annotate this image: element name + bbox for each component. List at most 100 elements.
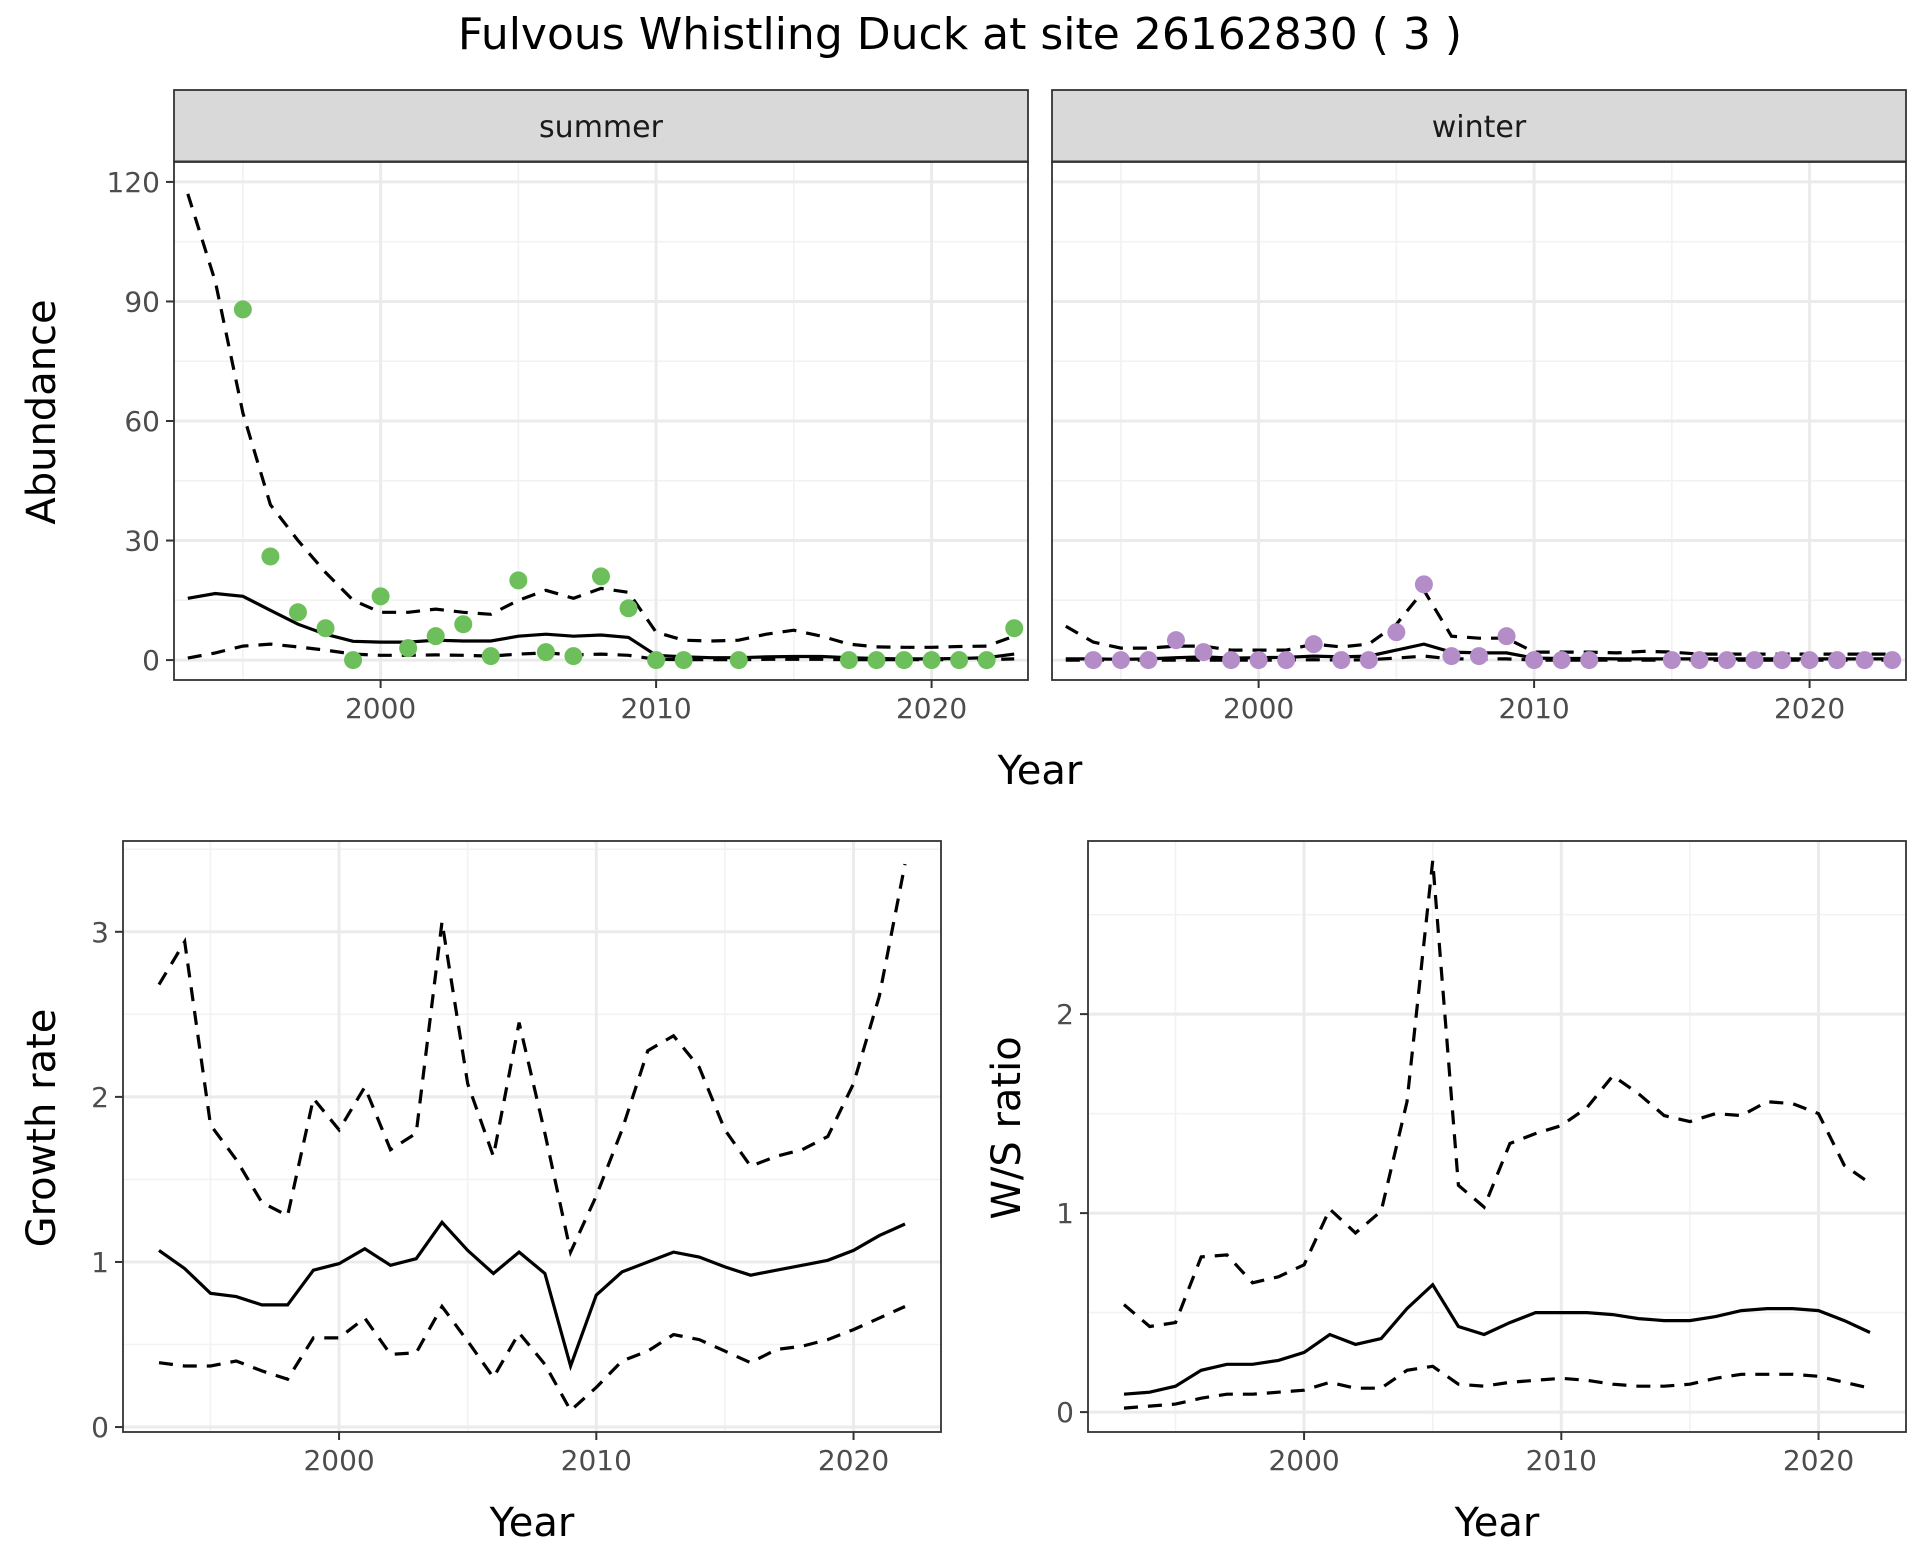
- summer-y-tick-label: 0: [142, 644, 160, 677]
- growth-y-tick-label: 0: [91, 1411, 109, 1444]
- summer-strip: [173, 89, 1029, 163]
- summer-observed-point: [454, 615, 473, 634]
- summer-plot-area: 2000 2010 2020 0 30 60 90 120: [107, 161, 1029, 725]
- ws-mean-line: [1123, 1282, 1871, 1396]
- chart-title: Fulvous Whistling Duck at site 26162830 …: [458, 9, 1462, 60]
- winter-observed-point: [1249, 651, 1268, 670]
- ws-ratio-y-axis-title: W/S ratio: [984, 1036, 1030, 1219]
- abundance-y-axis-title: Abundance: [19, 299, 65, 524]
- winter-observed-point: [1111, 651, 1130, 670]
- winter-observed-point: [1387, 623, 1406, 642]
- growth-y-tick-label: 3: [91, 916, 109, 949]
- summer-observed-point: [867, 651, 886, 670]
- winter-observed-point: [1497, 627, 1516, 646]
- winter-observed-point: [1800, 651, 1819, 670]
- winter-observed-point: [1773, 651, 1792, 670]
- abundance-winter-panel: winter 2000 2010 2020: [1051, 89, 1907, 725]
- summer-observed-point: [674, 651, 693, 670]
- winter-observed-point: [1166, 631, 1185, 650]
- ws-y-tick-label: 2: [1056, 998, 1074, 1031]
- growth-x-tick-label: 2020: [818, 1444, 889, 1477]
- winter-strip-label: winter: [1432, 110, 1527, 145]
- winter-observed-point: [1222, 651, 1241, 670]
- ws-ratio-panel: 2000 2010 2020 0 1 2: [1056, 840, 1907, 1477]
- ws-y-tick-label: 0: [1056, 1396, 1074, 1429]
- abundance-x-axis-title: Year: [997, 748, 1083, 794]
- summer-observed-point: [564, 647, 583, 666]
- growth-rate-x-axis-title: Year: [489, 1500, 575, 1546]
- summer-observed-point: [481, 647, 500, 666]
- summer-y-tick-label: 30: [124, 525, 160, 558]
- winter-observed-point: [1470, 647, 1488, 666]
- winter-observed-point: [1332, 651, 1351, 670]
- summer-observed-point: [977, 651, 996, 670]
- winter-observed-point: [1828, 651, 1847, 670]
- summer-observed-point: [536, 643, 555, 662]
- summer-strip-label: summer: [539, 110, 664, 145]
- summer-x-tick-label: 2010: [620, 692, 691, 725]
- growth-x-tick-label: 2000: [303, 1444, 374, 1477]
- summer-y-tick-label: 60: [124, 405, 160, 438]
- summer-observed-point: [509, 571, 528, 590]
- growth-upper-line: [157, 863, 907, 1258]
- summer-observed-point: [1005, 619, 1024, 638]
- growth-x-tick-label: 2010: [561, 1444, 632, 1477]
- winter-observed-point: [1717, 651, 1736, 670]
- winter-x-tick-label: 2000: [1223, 692, 1294, 725]
- summer-observed-point: [399, 639, 418, 658]
- winter-observed-point: [1414, 575, 1433, 594]
- summer-observed-point: [647, 651, 666, 670]
- growth-panel-background: [123, 841, 941, 1432]
- summer-observed-point: [344, 651, 363, 670]
- winter-observed-point: [1139, 651, 1158, 670]
- winter-observed-point: [1662, 651, 1681, 670]
- winter-observed-point: [1084, 651, 1103, 670]
- summer-observed-point: [261, 547, 280, 566]
- winter-plot-area: 2000 2010 2020: [1051, 161, 1907, 725]
- winter-x-tick-label: 2010: [1498, 692, 1569, 725]
- summer-observed-point: [950, 651, 969, 670]
- summer-observed-point: [288, 603, 307, 622]
- summer-observed-point: [895, 651, 914, 670]
- summer-y-tick-label: 90: [124, 285, 160, 318]
- ws-x-tick-label: 2000: [1268, 1444, 1339, 1477]
- growth-y-tick-label: 1: [91, 1246, 109, 1279]
- winter-observed-point: [1855, 651, 1874, 670]
- growth-lower-line: [158, 1303, 906, 1414]
- summer-observed-point: [316, 619, 335, 638]
- ws-ratio-plot-area: 2000 2010 2020 0 1 2: [1056, 840, 1907, 1477]
- summer-observed-point: [233, 300, 252, 319]
- summer-observed-point: [592, 567, 610, 586]
- ws-panel-border: [1087, 840, 1907, 1433]
- ws-y-tick-label: 1: [1056, 1197, 1074, 1230]
- winter-observed-point: [1690, 651, 1709, 670]
- ws-data-layer: [1122, 860, 1871, 1410]
- growth-data-layer: [157, 863, 907, 1414]
- growth-panel-border: [122, 840, 942, 1433]
- winter-observed-point: [1194, 643, 1213, 662]
- winter-observed-point: [1580, 651, 1599, 670]
- winter-observed-point: [1883, 651, 1902, 670]
- growth-mean-line: [158, 1219, 906, 1372]
- summer-lower-line: [187, 642, 1015, 662]
- winter-observed-point: [1277, 651, 1296, 670]
- ws-panel-background: [1088, 841, 1906, 1432]
- summer-observed-point: [839, 651, 858, 670]
- ws-ratio-x-axis-title: Year: [1454, 1500, 1540, 1546]
- winter-x-tick-label: 2020: [1774, 692, 1845, 725]
- summer-y-tick-label: 120: [107, 166, 160, 199]
- ws-x-tick-label: 2020: [1783, 1444, 1854, 1477]
- winter-panel-border: [1051, 161, 1907, 681]
- winter-observed-point: [1442, 647, 1461, 666]
- summer-observed-point: [729, 651, 748, 670]
- growth-rate-y-axis-title: Growth rate: [19, 1009, 65, 1248]
- growth-y-tick-label: 2: [91, 1081, 109, 1114]
- summer-x-tick-label: 2020: [896, 692, 967, 725]
- winter-observed-point: [1304, 635, 1323, 654]
- growth-rate-panel: 2000 2010 2020 0 1 2 3: [91, 840, 942, 1477]
- summer-observed-point: [922, 651, 941, 670]
- summer-observed-point: [426, 627, 445, 646]
- summer-observed-point: [619, 599, 638, 618]
- winter-strip: [1051, 89, 1907, 163]
